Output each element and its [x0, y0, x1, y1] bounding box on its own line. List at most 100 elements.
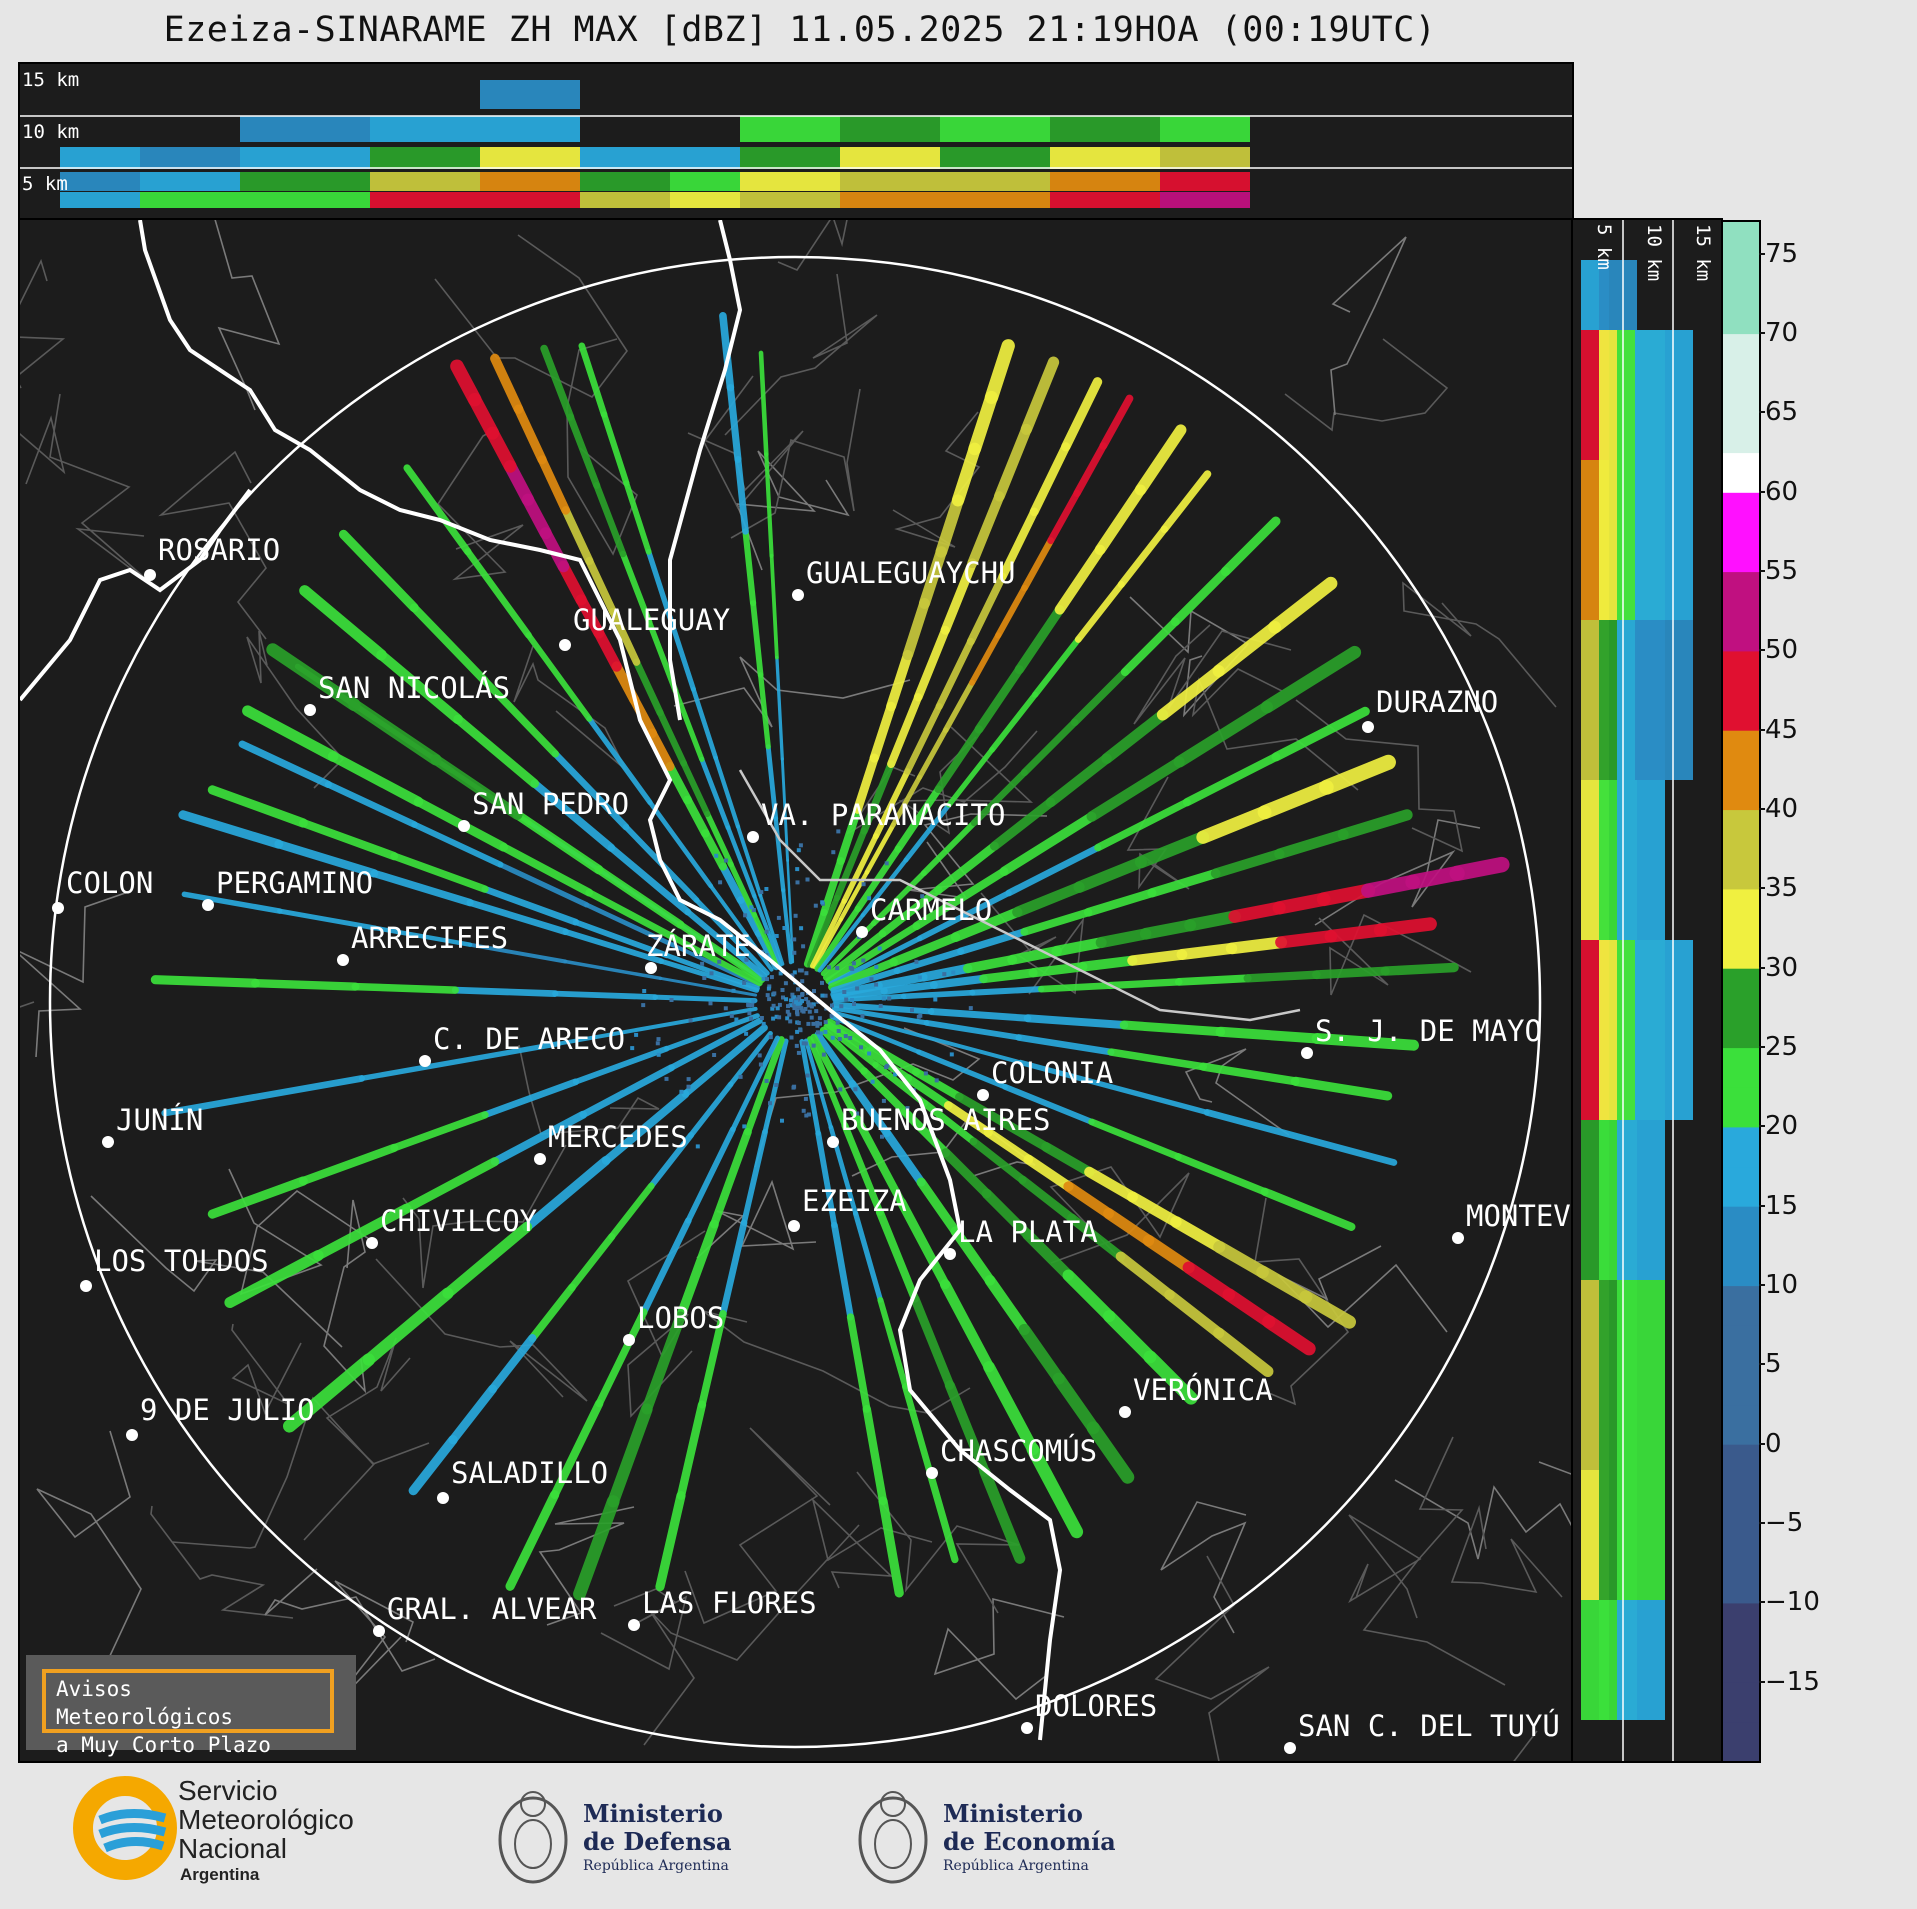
- city-marker[interactable]: [102, 1136, 114, 1148]
- city-marker[interactable]: [1301, 1047, 1313, 1059]
- clutter-pixel: [809, 1015, 814, 1020]
- city-marker[interactable]: [944, 1248, 956, 1260]
- alert-badge-frame[interactable]: Avisos Meteorológicos a Muy Corto Plazo: [42, 1669, 334, 1757]
- radar-ray-segment: [862, 1404, 888, 1506]
- clutter-pixel: [918, 1013, 923, 1018]
- radar-map-panel[interactable]: ROSARIO GUALEGUAYCHU GUALEGUAY SAN NICOLÁS D…: [18, 218, 1574, 1763]
- radar-ray-segment: [1067, 1213, 1126, 1262]
- city-marker[interactable]: [977, 1089, 989, 1101]
- clutter-pixel: [842, 990, 847, 994]
- clutter-pixel: [887, 996, 892, 1001]
- radar-ray-segment: [1182, 1261, 1236, 1301]
- colorbar-tick-label: −15: [1765, 1666, 1820, 1697]
- city-label: LOS TOLDOS: [94, 1244, 269, 1278]
- colorbar-tick-label: 15: [1765, 1190, 1799, 1221]
- clutter-pixel: [820, 993, 825, 998]
- radar-ray-segment: [572, 1045, 670, 1085]
- city-marker[interactable]: [788, 1220, 800, 1232]
- radar-ray-segment: [572, 919, 670, 959]
- city-marker[interactable]: [202, 899, 214, 911]
- clutter-pixel: [795, 1008, 800, 1013]
- city-marker[interactable]: [144, 569, 156, 581]
- radar-ray-segment: [480, 676, 560, 758]
- top-reflectivity-bands: [60, 80, 1250, 208]
- city-marker[interactable]: [458, 820, 470, 832]
- clutter-pixel: [796, 987, 800, 992]
- radar-ray-segment: [499, 843, 593, 897]
- radar-ray-segment: [640, 1217, 692, 1316]
- side-reflectivity-bands: [1581, 260, 1693, 1720]
- alert-badge[interactable]: Avisos Meteorológicos a Muy Corto Plazo: [26, 1655, 356, 1757]
- radar-ray-segment: [1041, 1142, 1095, 1177]
- radar-ray-segment: [874, 972, 928, 990]
- radar-ray-segment: [688, 1081, 734, 1138]
- city-label: PERGAMINO: [216, 866, 373, 900]
- top-band-cell: [840, 172, 940, 191]
- city-marker[interactable]: [747, 831, 759, 843]
- city-marker[interactable]: [1284, 1742, 1296, 1754]
- border-line: [1126, 776, 1190, 890]
- city-label: LA PLATA: [958, 1215, 1098, 1249]
- clutter-pixel: [968, 1006, 973, 1011]
- city-marker[interactable]: [1021, 1722, 1033, 1734]
- colorbar-tick-label: 65: [1765, 397, 1799, 428]
- city-marker[interactable]: [437, 1492, 449, 1504]
- radar-ray-segment: [675, 1219, 719, 1322]
- city-label: S. J. DE MAYO: [1315, 1014, 1542, 1048]
- radar-ray-segment: [757, 672, 771, 750]
- clutter-pixel: [884, 861, 889, 866]
- radar-ray-segment: [1324, 923, 1387, 943]
- clutter-pixel: [785, 1016, 790, 1021]
- city-marker[interactable]: [856, 926, 868, 938]
- clutter-pixel: [893, 1072, 898, 1077]
- radar-ray-segment: [1243, 970, 1321, 983]
- top-band-cell: [940, 147, 1050, 169]
- radar-ray-segment: [451, 986, 559, 997]
- side-band-cell: [1617, 1280, 1665, 1470]
- city-marker[interactable]: [827, 1136, 839, 1148]
- top-band-cell: [240, 147, 370, 169]
- city-marker[interactable]: [926, 1467, 938, 1479]
- radar-ray-segment: [1062, 1269, 1116, 1323]
- city-marker[interactable]: [373, 1625, 385, 1637]
- smn-logo: Servicio Meteorológico Nacional Argentin…: [55, 1770, 395, 1900]
- uruguay-coast: [738, 769, 1301, 1022]
- clutter-pixel: [792, 1002, 797, 1007]
- radar-ray-segment: [860, 760, 895, 835]
- radar-ray-segment: [969, 632, 1002, 686]
- side-band-cell: [1617, 1470, 1665, 1600]
- page-title: Ezeiza-SINARAME ZH MAX [dBZ] 11.05.2025 …: [163, 10, 1437, 50]
- city-marker[interactable]: [419, 1055, 431, 1067]
- radar-ray-segment: [1260, 1187, 1356, 1231]
- border-line: [150, 1505, 294, 1619]
- city-marker[interactable]: [623, 1334, 635, 1346]
- city-marker[interactable]: [126, 1429, 138, 1441]
- city-marker[interactable]: [304, 704, 316, 716]
- coat-of-arms-icon: [858, 1796, 928, 1884]
- city-marker[interactable]: [792, 589, 804, 601]
- city-marker[interactable]: [559, 639, 571, 651]
- city-marker[interactable]: [80, 1280, 92, 1292]
- radar-ray-segment: [608, 1182, 655, 1241]
- radar-ray-segment: [481, 1078, 580, 1119]
- colorbar-tick-mark: [1759, 1046, 1765, 1049]
- side-5km-label: 5 km: [1593, 224, 1615, 270]
- radar-ray-segment: [944, 1380, 990, 1477]
- city-marker[interactable]: [337, 954, 349, 966]
- radar-ray-segment: [1290, 1076, 1393, 1101]
- city-marker[interactable]: [366, 1237, 378, 1249]
- colorbar-tick-label: 50: [1765, 635, 1799, 666]
- city-marker[interactable]: [1119, 1406, 1131, 1418]
- economia-logo: Ministerio de Economía República Argenti…: [855, 1770, 1115, 1900]
- city-marker[interactable]: [534, 1153, 546, 1165]
- city-marker[interactable]: [1362, 721, 1374, 733]
- top-band-cell: [370, 147, 480, 169]
- top-band-cell: [940, 192, 1050, 208]
- city-marker[interactable]: [645, 962, 657, 974]
- city-marker[interactable]: [1452, 1232, 1464, 1244]
- city-marker[interactable]: [628, 1619, 640, 1631]
- border-line: [375, 1258, 588, 1402]
- radar-ray-segment: [586, 716, 653, 806]
- radar-ray-segment: [1170, 567, 1230, 627]
- city-marker[interactable]: [52, 902, 64, 914]
